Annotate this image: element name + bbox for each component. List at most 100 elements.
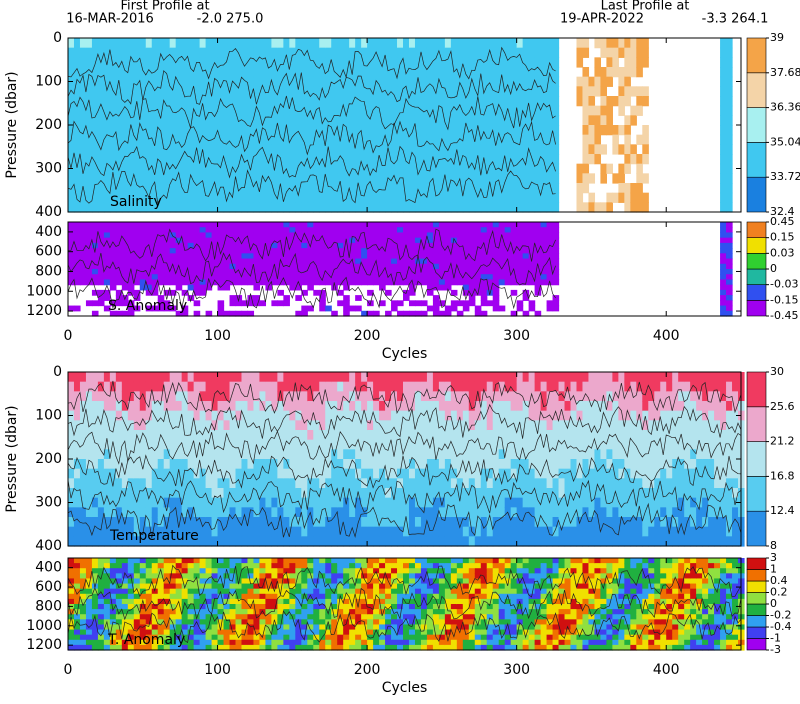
- field-cell: [427, 536, 434, 546]
- field-cell: [373, 430, 380, 440]
- field-cell: [403, 173, 410, 183]
- field-cell: [289, 536, 296, 546]
- field-cell: [325, 306, 332, 312]
- field-cell: [158, 440, 165, 450]
- field-cell: [684, 382, 691, 392]
- field-cell: [325, 259, 332, 265]
- field-cell: [182, 232, 189, 238]
- y-tick-label: 200: [35, 117, 62, 133]
- field-cell: [301, 222, 308, 228]
- field-cell: [92, 144, 99, 154]
- field-cell: [553, 306, 560, 312]
- field-cell: [343, 478, 350, 488]
- field-cell: [451, 193, 458, 203]
- field-cell: [241, 106, 248, 116]
- field-cell: [170, 411, 177, 421]
- field-cell: [684, 401, 691, 411]
- field-cell: [612, 48, 619, 58]
- field-cell: [397, 227, 404, 233]
- field-cell: [134, 498, 141, 508]
- field-cell: [146, 430, 153, 440]
- field-cell: [224, 420, 231, 430]
- field-cell: [487, 154, 494, 164]
- field-cell: [475, 306, 482, 312]
- field-cell: [188, 488, 195, 498]
- field-cell: [391, 248, 398, 254]
- field-cell: [445, 430, 452, 440]
- field-cell: [373, 222, 380, 228]
- field-cell: [283, 154, 290, 164]
- field-cell: [116, 382, 123, 392]
- field-cell: [439, 420, 446, 430]
- field-cell: [68, 372, 75, 382]
- field-cell: [618, 372, 625, 382]
- field-cell: [439, 48, 446, 58]
- field-cell: [253, 517, 260, 527]
- field-cell: [642, 48, 649, 58]
- field-cell: [98, 279, 105, 285]
- field-cell: [487, 243, 494, 249]
- field-cell: [487, 274, 494, 280]
- field-cell: [499, 115, 506, 125]
- field-cell: [630, 183, 637, 193]
- field-cell: [104, 96, 111, 106]
- field-cell: [188, 372, 195, 382]
- field-cell: [307, 372, 314, 382]
- field-cell: [517, 478, 524, 488]
- field-cell: [313, 38, 320, 48]
- field-cell: [457, 372, 464, 382]
- field-cell: [582, 391, 589, 401]
- field-cell: [265, 144, 272, 154]
- field-cell: [720, 259, 727, 265]
- field-cell: [523, 248, 530, 254]
- field-cell: [463, 306, 470, 312]
- field-cell: [301, 306, 308, 312]
- field-cell: [499, 507, 506, 517]
- field-cell: [277, 135, 284, 145]
- field-cell: [218, 306, 225, 312]
- field-cell: [212, 478, 219, 488]
- field-cell: [588, 517, 595, 527]
- field-cell: [553, 38, 560, 48]
- x-tick-label: 0: [64, 328, 73, 344]
- field-cell: [391, 144, 398, 154]
- field-cell: [98, 300, 105, 306]
- field-cell: [283, 430, 290, 440]
- field-cell: [140, 382, 147, 392]
- field-cell: [439, 498, 446, 508]
- field-cell: [146, 135, 153, 145]
- field-cell: [158, 264, 165, 270]
- field-cell: [230, 227, 237, 233]
- field-cell: [355, 173, 362, 183]
- field-cell: [277, 536, 284, 546]
- field-cell: [194, 135, 201, 145]
- field-cell: [146, 227, 153, 233]
- field-cell: [403, 202, 410, 212]
- field-cell: [194, 478, 201, 488]
- field-cell: [409, 238, 416, 244]
- field-cell: [403, 259, 410, 265]
- field-cell: [152, 48, 159, 58]
- field-cell: [212, 449, 219, 459]
- field-cell: [295, 411, 302, 421]
- field-cell: [571, 372, 578, 382]
- field-cell: [582, 411, 589, 421]
- field-cell: [182, 248, 189, 254]
- field-cell: [313, 401, 320, 411]
- field-cell: [349, 38, 356, 48]
- field-cell: [547, 274, 554, 280]
- field-cell: [654, 527, 661, 537]
- field-cell: [146, 38, 153, 48]
- field-cell: [283, 498, 290, 508]
- field-cell: [349, 536, 356, 546]
- field-cell: [355, 86, 362, 96]
- field-cell: [523, 222, 530, 228]
- field-cell: [337, 274, 344, 280]
- field-cell: [517, 67, 524, 77]
- field-cell: [289, 67, 296, 77]
- field-cell: [343, 507, 350, 517]
- field-cell: [116, 420, 123, 430]
- field-cell: [349, 86, 356, 96]
- field-cell: [200, 38, 207, 48]
- field-cell: [511, 259, 518, 265]
